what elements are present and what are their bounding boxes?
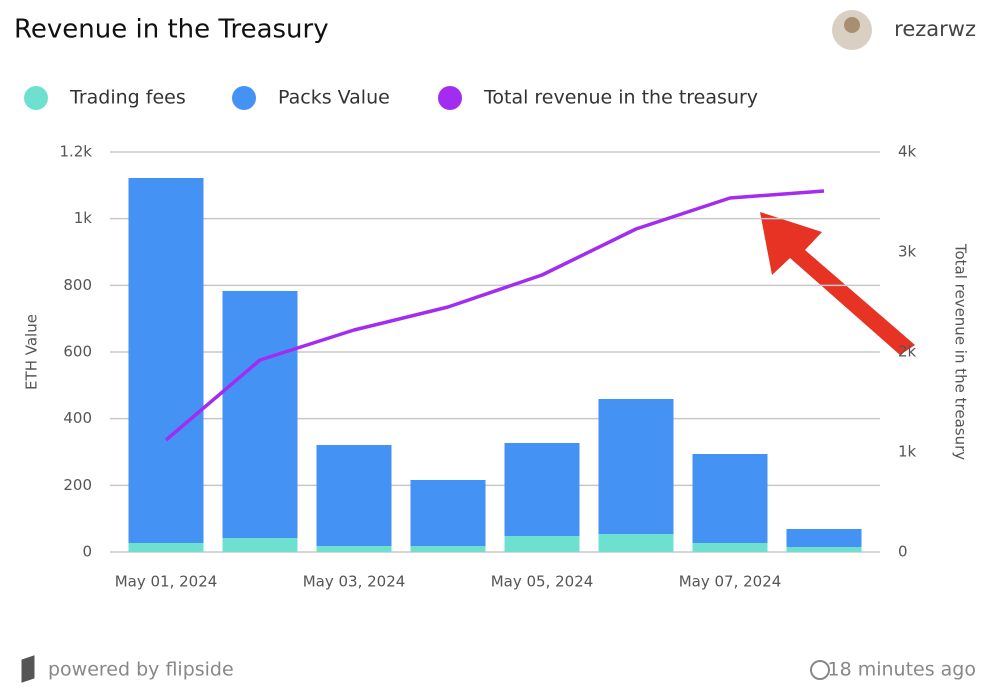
legend-label: Total revenue in the treasury xyxy=(483,87,758,109)
y-tick-label: 1k xyxy=(74,209,93,227)
updated: 18 minutes ago xyxy=(828,659,977,681)
legend-label: Packs Value xyxy=(278,87,390,109)
line xyxy=(164,189,825,442)
y-tick-label: 200 xyxy=(63,476,92,494)
bar xyxy=(504,536,580,552)
legend-swatch xyxy=(232,86,256,110)
bar xyxy=(128,543,204,552)
y2-tick-label: 2k xyxy=(898,343,917,361)
bar xyxy=(222,291,298,538)
x-tick-label: May 03, 2024 xyxy=(303,573,406,591)
y2-axis-label: Total revenue in the treasury xyxy=(952,243,970,460)
user-name[interactable]: rezarwz xyxy=(894,17,976,41)
legend-swatch xyxy=(438,86,462,110)
x-tick-label: May 01, 2024 xyxy=(115,573,218,591)
bar xyxy=(410,480,486,546)
bar xyxy=(786,529,862,547)
y-tick-label: 0 xyxy=(82,543,92,561)
bar xyxy=(504,443,580,536)
y2-tick-label: 4k xyxy=(898,143,917,161)
y-axis-label: ETH Value xyxy=(23,314,41,390)
x-tick-label: May 07, 2024 xyxy=(679,573,782,591)
brand-logo xyxy=(21,655,35,683)
y-tick-label: 600 xyxy=(63,343,92,361)
bar xyxy=(786,547,862,552)
y2-tick-label: 1k xyxy=(898,443,917,461)
bar xyxy=(222,538,298,552)
bar xyxy=(316,445,392,546)
x-tick-label: May 05, 2024 xyxy=(491,573,594,591)
y2-tick-label: 3k xyxy=(898,243,917,261)
y2-tick-label: 0 xyxy=(898,543,908,561)
chart-title: Revenue in the Treasury xyxy=(14,15,329,45)
clock-icon xyxy=(810,660,830,680)
bar xyxy=(692,543,768,552)
y-tick-label: 1.2k xyxy=(59,143,92,161)
avatar-face xyxy=(844,17,860,33)
legend-label: Trading fees xyxy=(69,87,186,109)
brand[interactable]: powered by flipside xyxy=(48,659,234,681)
bar xyxy=(692,454,768,543)
bar xyxy=(598,534,674,552)
annotation-arrow xyxy=(760,212,915,355)
bar xyxy=(598,399,674,534)
legend-swatch xyxy=(24,86,48,110)
y-tick-label: 400 xyxy=(63,409,92,427)
bar xyxy=(410,546,486,552)
bar xyxy=(128,178,204,543)
y-tick-label: 800 xyxy=(63,276,92,294)
bar xyxy=(316,546,392,552)
